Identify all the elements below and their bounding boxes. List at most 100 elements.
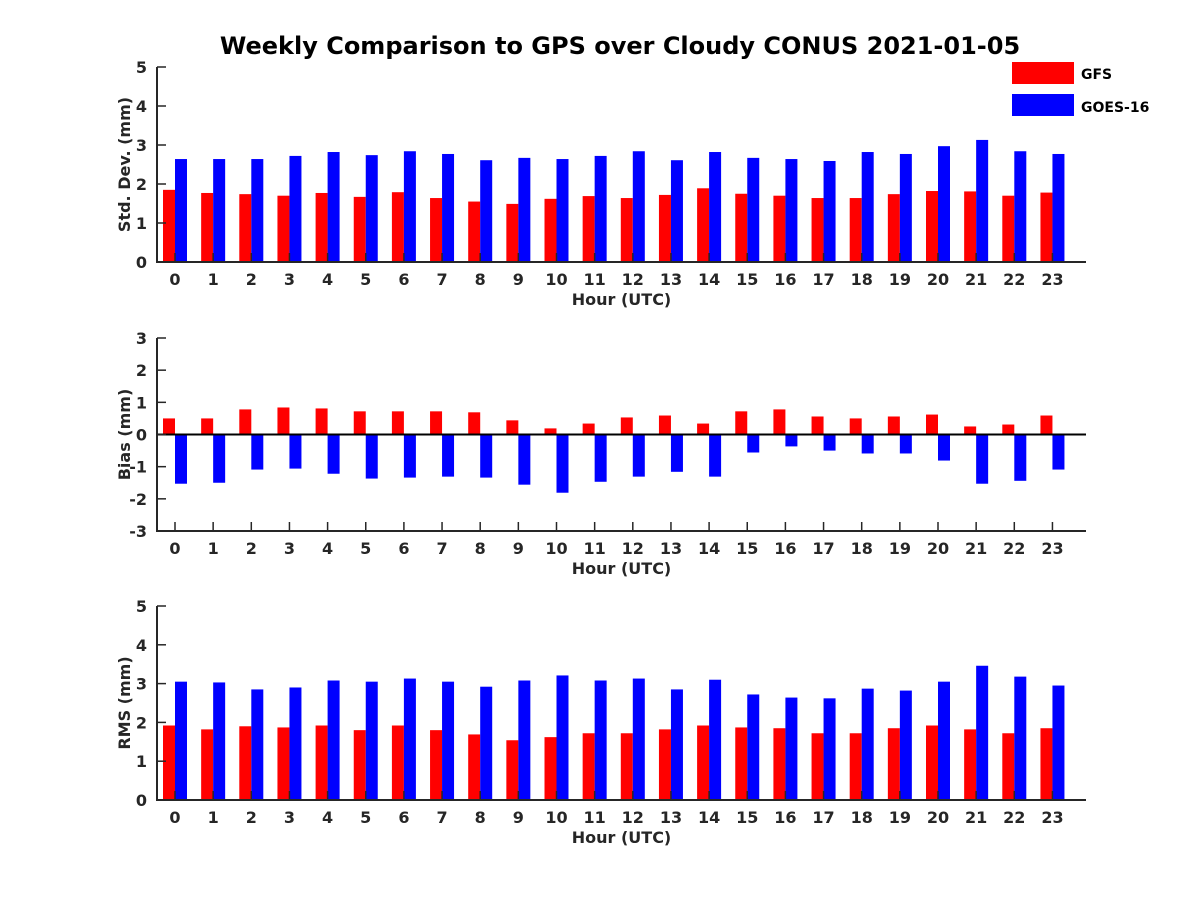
bias-x-tick-label: 18 (851, 539, 873, 558)
rms-gfs-bar-9 (506, 740, 519, 800)
stddev-x-tick-label: 7 (436, 270, 447, 289)
legend-swatch-goes16 (1012, 94, 1074, 116)
rms-x-tick-label: 12 (622, 808, 644, 827)
rms-x-tick-label: 17 (812, 808, 834, 827)
bias-goes16-bar-12 (632, 434, 645, 477)
bias-gfs-bar-13 (658, 415, 671, 435)
stddev-x-tick-label: 9 (513, 270, 524, 289)
stddev-x-tick-label: 11 (584, 270, 606, 289)
rms-gfs-bar-16 (773, 728, 786, 800)
stddev-y-tick-label: 4 (136, 97, 147, 116)
rms-y-axis-label: RMS (mm) (115, 656, 134, 749)
stddev-goes16-bar-20 (938, 146, 950, 262)
bias-y-tick-label: -1 (129, 458, 147, 477)
stddev-x-tick-label: 16 (774, 270, 796, 289)
stddev-gfs-bar-8 (468, 201, 481, 262)
bias-y-tick-label: 1 (136, 393, 147, 412)
stddev-goes16-bar-13 (670, 160, 683, 262)
bias-gfs-bar-9 (506, 420, 519, 435)
bias-gfs-bar-3 (277, 407, 290, 435)
bias-goes16-bar-3 (289, 434, 302, 469)
rms-x-tick-label: 20 (927, 808, 949, 827)
stddev-gfs-bar-14 (697, 188, 710, 262)
bias-goes16-bar-5 (365, 434, 378, 479)
rms-goes16-bar-10 (556, 675, 569, 800)
rms-goes16-bar-12 (632, 678, 645, 800)
rms-gfs-bar-19 (887, 728, 900, 800)
rms-gfs-bar-12 (620, 733, 633, 800)
rms-goes16-bar-8 (480, 686, 493, 800)
bias-gfs-bar-2 (239, 409, 252, 435)
stddev-x-tick-label: 22 (1003, 270, 1025, 289)
stddev-goes16-bar-9 (518, 157, 531, 262)
stddev-x-tick-label: 20 (927, 270, 949, 289)
bias-gfs-bar-15 (735, 411, 748, 435)
bias-gfs-bar-10 (544, 428, 557, 435)
bias-x-tick-label: 19 (889, 539, 911, 558)
stddev-gfs-bar-2 (239, 194, 252, 262)
rms-goes16-bar-22 (1014, 676, 1027, 800)
bias-goes16-bar-9 (518, 434, 531, 485)
bias-goes16-bar-15 (747, 434, 760, 453)
bias-gfs-bar-21 (964, 426, 977, 435)
bias-gfs-bar-23 (1040, 415, 1053, 435)
stddev-x-tick-label: 13 (660, 270, 682, 289)
stddev-x-tick-label: 1 (208, 270, 219, 289)
rms-gfs-bar-14 (697, 725, 710, 800)
bias-gfs-bar-5 (353, 411, 366, 435)
rms-x-tick-label: 23 (1041, 808, 1063, 827)
stddev-goes16-bar-6 (403, 151, 416, 262)
stddev-gfs-bar-7 (430, 198, 443, 262)
bias-goes16-bar-23 (1052, 434, 1065, 470)
rms-goes16-bar-7 (442, 681, 455, 800)
bias-goes16-bar-7 (442, 434, 455, 477)
stddev-gfs-bar-16 (773, 195, 786, 262)
bias-x-tick-label: 8 (475, 539, 486, 558)
bias-goes16-bar-14 (709, 434, 722, 477)
rms-goes16-bar-2 (251, 689, 264, 800)
rms-gfs-bar-18 (849, 733, 862, 800)
bias-gfs-bar-8 (468, 412, 481, 435)
stddev-x-tick-label: 14 (698, 270, 720, 289)
rms-goes16-bar-4 (327, 680, 340, 800)
bias-x-tick-label: 10 (545, 539, 567, 558)
rms-gfs-bar-6 (391, 725, 404, 800)
bias-x-tick-label: 5 (360, 539, 371, 558)
stddev-y-tick-label: 5 (136, 58, 147, 77)
rms-x-tick-label: 15 (736, 808, 758, 827)
rms-gfs-bar-0 (163, 725, 175, 800)
rms-x-tick-label: 3 (284, 808, 295, 827)
rms-goes16-bar-19 (899, 690, 912, 800)
bias-goes16-bar-13 (670, 434, 683, 472)
stddev-goes16-bar-18 (861, 152, 874, 262)
bias-x-tick-label: 12 (622, 539, 644, 558)
rms-gfs-bar-20 (926, 725, 938, 800)
rms-gfs-bar-4 (315, 725, 328, 800)
stddev-goes16-bar-7 (442, 153, 455, 262)
bias-gfs-bar-16 (773, 409, 786, 435)
stddev-x-axis-label: Hour (UTC) (572, 290, 672, 309)
rms-goes16-bar-14 (709, 679, 722, 800)
bias-gfs-bar-20 (926, 414, 938, 435)
bias-y-axis-label: Bias (mm) (115, 389, 134, 481)
bias-x-tick-label: 7 (436, 539, 447, 558)
stddev-x-tick-label: 18 (851, 270, 873, 289)
bias-goes16-bar-2 (251, 434, 264, 470)
bias-goes16-bar-0 (175, 434, 187, 484)
rms-gfs-bar-10 (544, 737, 557, 800)
bias-x-tick-label: 22 (1003, 539, 1025, 558)
stddev-gfs-bar-12 (620, 198, 633, 262)
rms-x-tick-label: 21 (965, 808, 987, 827)
stddev-goes16-bar-15 (747, 157, 760, 262)
stddev-x-tick-label: 5 (360, 270, 371, 289)
rms-goes16-bar-21 (976, 665, 989, 800)
stddev-x-tick-label: 19 (889, 270, 911, 289)
rms-goes16-bar-0 (175, 681, 187, 800)
rms-x-tick-label: 13 (660, 808, 682, 827)
bias-gfs-bar-19 (887, 416, 900, 435)
rms-x-tick-label: 0 (169, 808, 180, 827)
stddev-gfs-bar-18 (849, 198, 862, 262)
